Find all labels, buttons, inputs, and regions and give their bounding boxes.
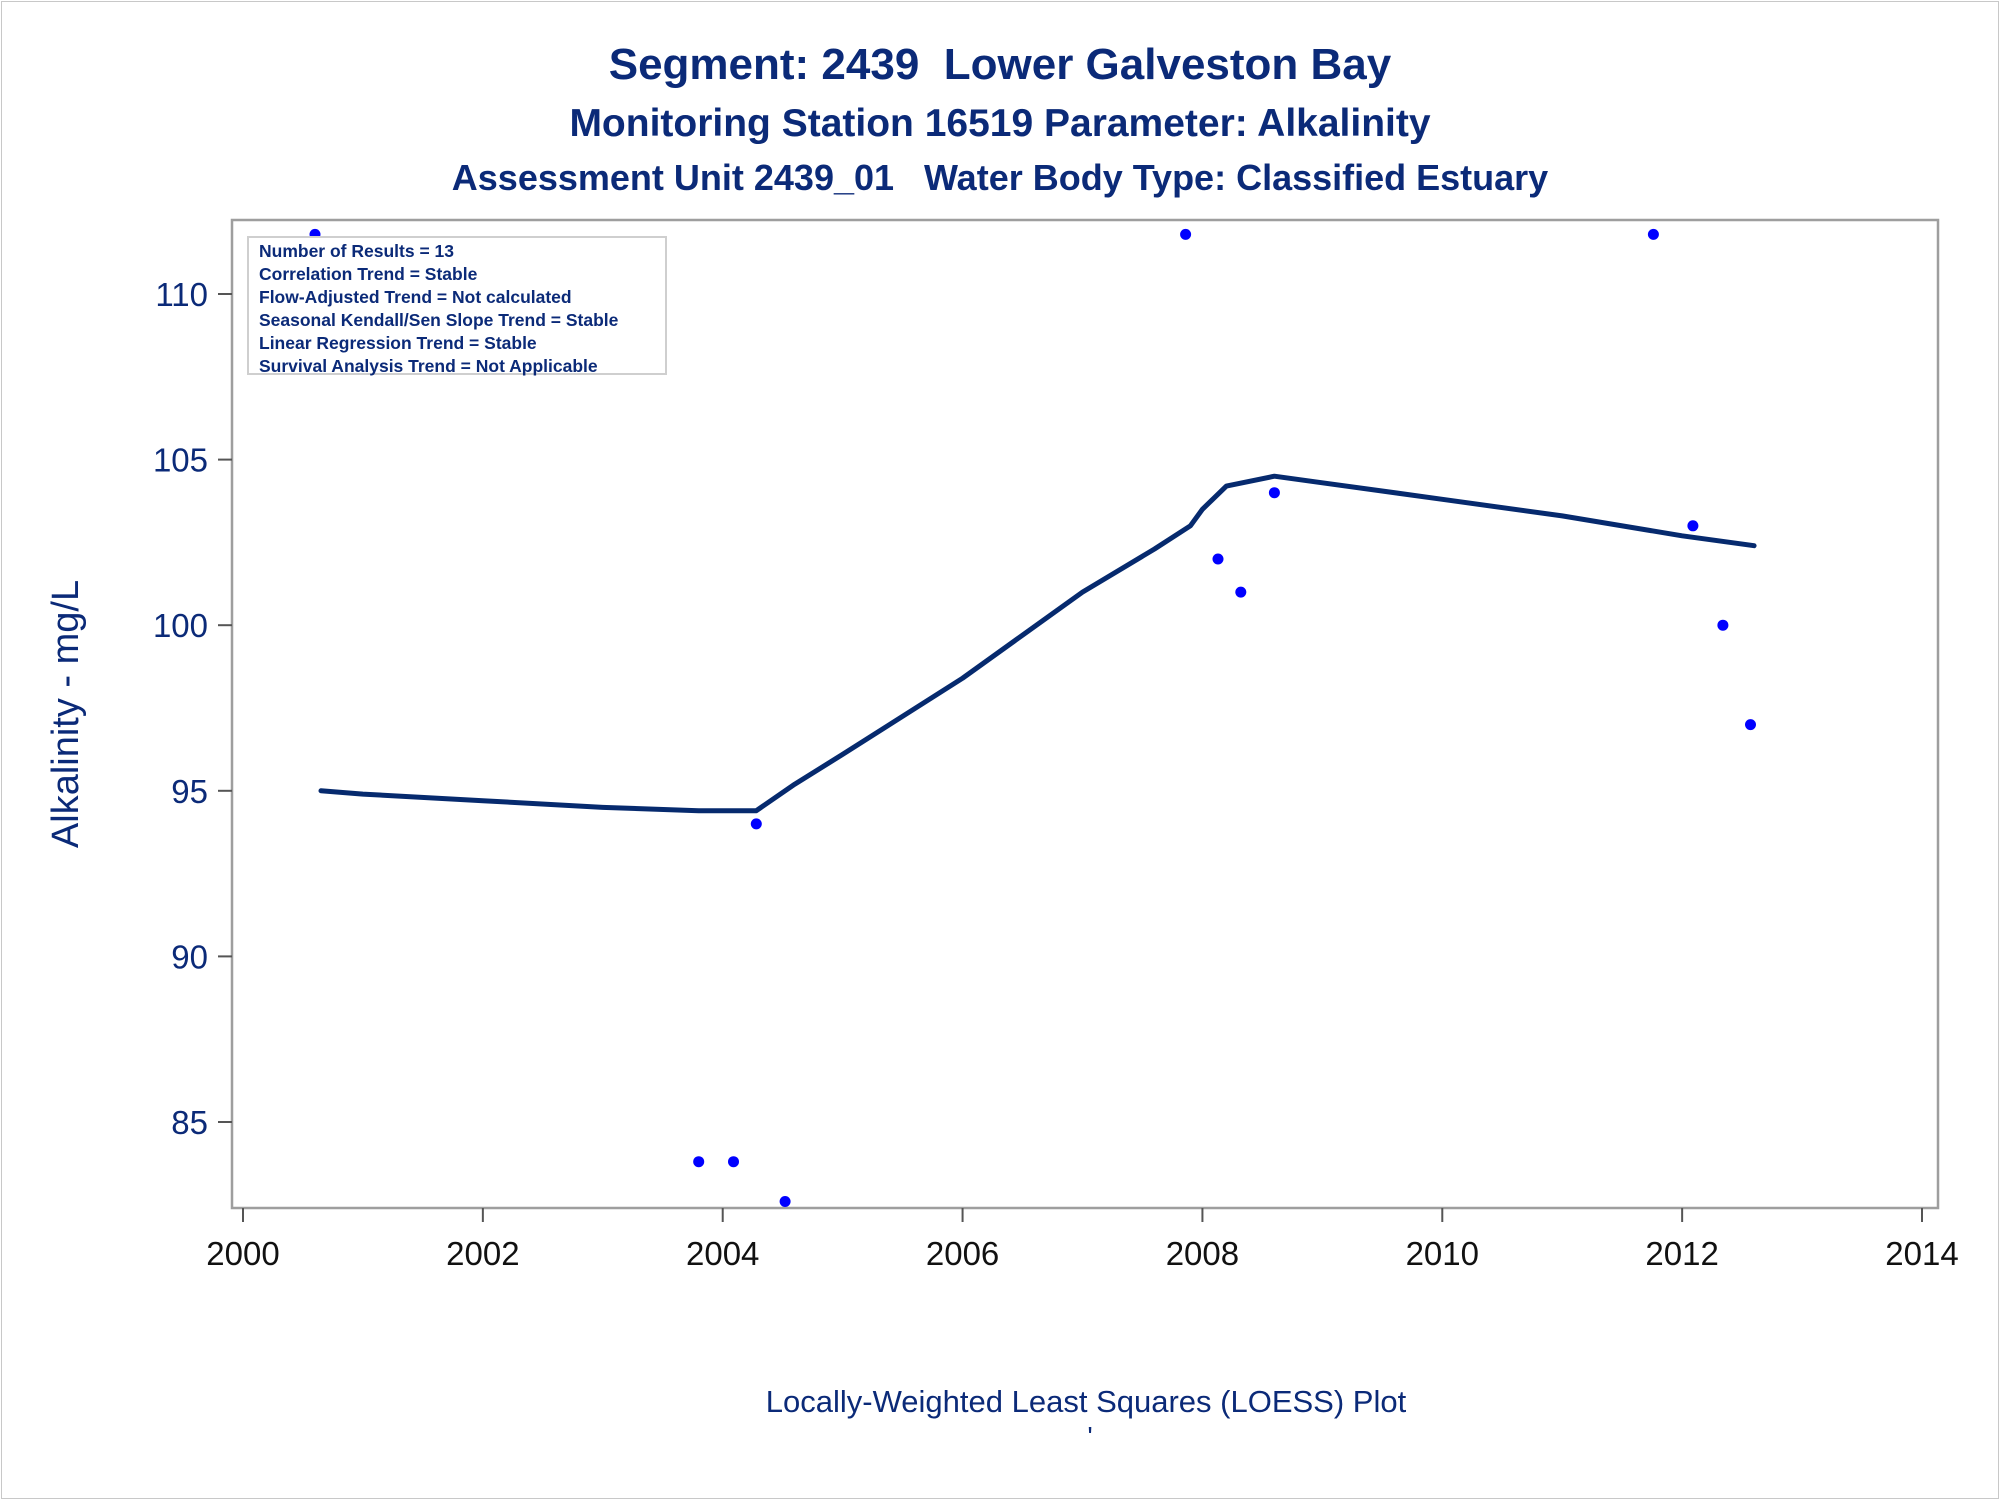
chart-title: Segment: 2439 Lower Galveston Bay <box>609 40 1392 89</box>
data-point <box>1235 586 1247 598</box>
data-point <box>693 1156 705 1168</box>
x-tick-label: 2000 <box>206 1235 279 1272</box>
y-tick-label: 105 <box>153 442 208 479</box>
x-tick-label: 2010 <box>1406 1235 1479 1272</box>
stat-linear-regression-trend: Linear Regression Trend = Stable <box>259 333 537 353</box>
x-tick-label: 2014 <box>1885 1235 1958 1272</box>
data-point <box>1687 520 1699 532</box>
chart-subtitle-2: Assessment Unit 2439_01 Water Body Type:… <box>452 157 1548 198</box>
stat-survival-analysis-trend: Survival Analysis Trend = Not Applicable <box>259 356 598 376</box>
data-point <box>1745 719 1756 731</box>
data-point <box>1647 228 1659 240</box>
loess-curve <box>318 473 1757 814</box>
y-axis-label: Alkalinity - mg/L <box>45 580 87 848</box>
data-point <box>779 1196 791 1207</box>
plot-area-frame <box>230 218 1940 1210</box>
y-tick-label: 110 <box>155 276 208 313</box>
y-tick-label: 100 <box>153 607 208 644</box>
data-point <box>750 818 762 830</box>
data-point <box>1717 619 1729 631</box>
x-tick-label: 2002 <box>446 1235 519 1272</box>
chart-subtitle: Monitoring Station 16519 Parameter: Alka… <box>569 102 1430 145</box>
footnote-mark: ' <box>1087 1421 1092 1452</box>
x-tick-label: 2006 <box>926 1235 999 1272</box>
y-tick-label: 85 <box>171 1104 208 1141</box>
x-tick-label: 2008 <box>1166 1235 1239 1272</box>
x-tick-label: 2004 <box>686 1235 759 1272</box>
data-point <box>1180 228 1192 240</box>
data-point <box>1212 553 1224 565</box>
stat-correlation-trend: Correlation Trend = Stable <box>259 264 478 284</box>
data-point <box>1268 487 1280 499</box>
y-axis: 85 90 95 100 105 110 <box>153 276 232 1141</box>
x-tick-label: 2012 <box>1645 1235 1718 1272</box>
x-axis: 2000 2002 2004 2006 2008 2010 2012 2014 <box>206 1208 1959 1272</box>
stat-number-of-results: Number of Results = 13 <box>259 241 454 261</box>
y-tick-label: 90 <box>171 938 208 975</box>
data-point <box>728 1156 739 1168</box>
trend-statistics-box: Number of Results = 13 Correlation Trend… <box>247 236 667 376</box>
stat-flow-adjusted-trend: Flow-Adjusted Trend = Not calculated <box>259 287 572 307</box>
y-tick-label: 95 <box>171 773 208 810</box>
data-points <box>309 228 1756 1207</box>
stat-seasonal-kendall-trend: Seasonal Kendall/Sen Slope Trend = Stabl… <box>259 310 619 330</box>
footnote: Locally-Weighted Least Squares (LOESS) P… <box>766 1384 1407 1419</box>
